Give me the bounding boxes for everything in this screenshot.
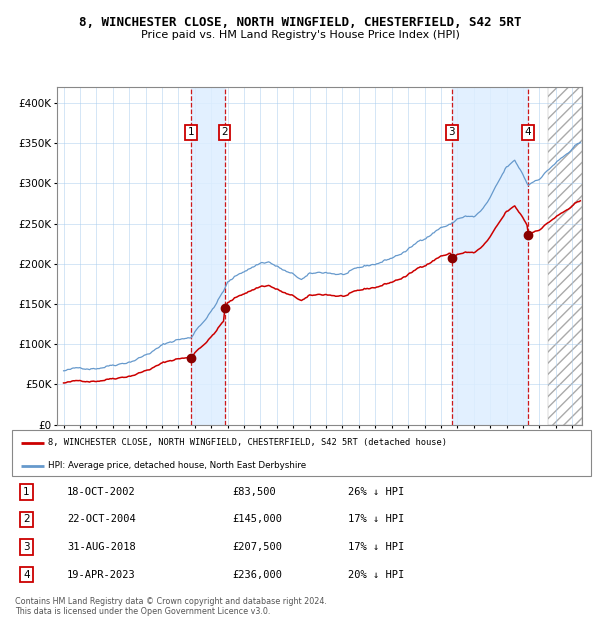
Text: 17% ↓ HPI: 17% ↓ HPI bbox=[348, 542, 404, 552]
Text: £207,500: £207,500 bbox=[232, 542, 282, 552]
Text: 18-OCT-2002: 18-OCT-2002 bbox=[67, 487, 136, 497]
Text: £145,000: £145,000 bbox=[232, 515, 282, 525]
Text: 20% ↓ HPI: 20% ↓ HPI bbox=[348, 570, 404, 580]
Text: £83,500: £83,500 bbox=[232, 487, 276, 497]
Text: 17% ↓ HPI: 17% ↓ HPI bbox=[348, 515, 404, 525]
Text: Price paid vs. HM Land Registry's House Price Index (HPI): Price paid vs. HM Land Registry's House … bbox=[140, 30, 460, 40]
Text: 22-OCT-2004: 22-OCT-2004 bbox=[67, 515, 136, 525]
Bar bbox=[191, 87, 224, 425]
Text: 19-APR-2023: 19-APR-2023 bbox=[67, 570, 136, 580]
Text: 4: 4 bbox=[524, 128, 531, 138]
Text: 4: 4 bbox=[23, 570, 30, 580]
Text: 3: 3 bbox=[448, 128, 455, 138]
Text: 8, WINCHESTER CLOSE, NORTH WINGFIELD, CHESTERFIELD, S42 5RT (detached house): 8, WINCHESTER CLOSE, NORTH WINGFIELD, CH… bbox=[48, 438, 447, 448]
Text: 1: 1 bbox=[188, 128, 194, 138]
Text: 31-AUG-2018: 31-AUG-2018 bbox=[67, 542, 136, 552]
Text: 3: 3 bbox=[23, 542, 30, 552]
Text: 2: 2 bbox=[23, 515, 30, 525]
Text: 8, WINCHESTER CLOSE, NORTH WINGFIELD, CHESTERFIELD, S42 5RT: 8, WINCHESTER CLOSE, NORTH WINGFIELD, CH… bbox=[79, 16, 521, 29]
Text: 1: 1 bbox=[23, 487, 30, 497]
Text: Contains HM Land Registry data © Crown copyright and database right 2024.: Contains HM Land Registry data © Crown c… bbox=[15, 597, 327, 606]
Bar bbox=[452, 87, 528, 425]
Text: This data is licensed under the Open Government Licence v3.0.: This data is licensed under the Open Gov… bbox=[15, 607, 271, 616]
Text: £236,000: £236,000 bbox=[232, 570, 282, 580]
Text: 2: 2 bbox=[221, 128, 228, 138]
FancyBboxPatch shape bbox=[12, 430, 591, 476]
Text: HPI: Average price, detached house, North East Derbyshire: HPI: Average price, detached house, Nort… bbox=[48, 461, 306, 470]
Text: 26% ↓ HPI: 26% ↓ HPI bbox=[348, 487, 404, 497]
